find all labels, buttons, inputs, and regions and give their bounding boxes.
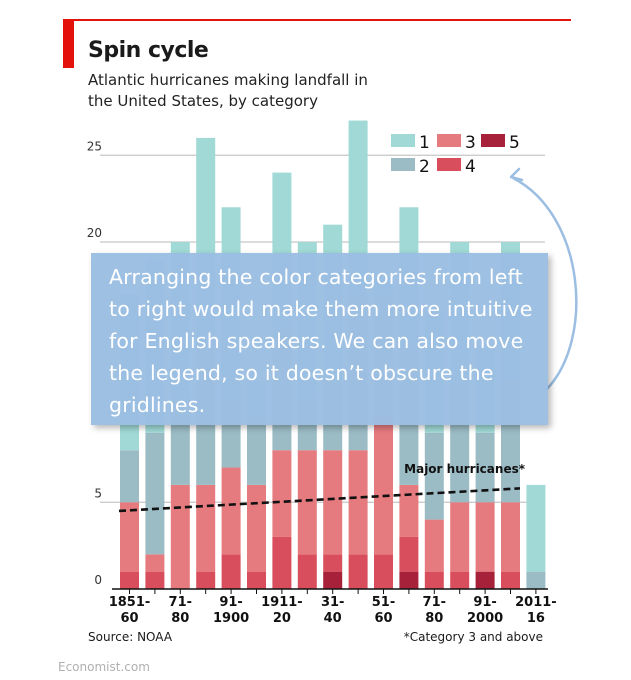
trendline: Major hurricanes* <box>118 462 526 513</box>
bar-segment <box>221 554 241 589</box>
bar-segment <box>247 484 266 572</box>
bar-segment <box>196 571 216 589</box>
bar-segment <box>221 467 241 555</box>
bar-segment <box>247 415 266 485</box>
trendline-label: Major hurricanes* <box>404 462 526 476</box>
bar-segment <box>475 432 495 503</box>
x-tick-label: 51- <box>372 595 396 610</box>
trend-line <box>118 487 521 513</box>
x-tick-label: 80 <box>425 611 443 626</box>
source-note: Source: NOAA <box>88 630 173 644</box>
annotation-callout: Arranging the color categories from left… <box>91 253 548 425</box>
bar-segment <box>526 571 546 589</box>
legend-swatch <box>481 134 505 147</box>
bar-segment <box>145 432 165 555</box>
bar-segment <box>297 554 317 589</box>
y-tick-label: 0 <box>94 573 102 587</box>
bar-segment <box>450 571 470 589</box>
bar-segment <box>424 571 444 589</box>
x-tick-label: 91- <box>219 595 243 610</box>
x-tick-label: 31- <box>321 595 345 610</box>
bar-segment <box>196 484 216 572</box>
bar-segment <box>348 450 368 555</box>
chart-subtitle: Atlantic hurricanes making landfall in t… <box>88 71 368 110</box>
bar-segment <box>247 571 266 589</box>
bar-segment <box>475 502 495 572</box>
legend-label: 3 <box>465 133 476 153</box>
accent-bar <box>63 19 74 68</box>
bar-segment <box>120 450 139 503</box>
x-tick-label: 40 <box>324 611 342 626</box>
arrow-head-icon <box>509 167 524 182</box>
chart-title: Spin cycle <box>88 38 209 63</box>
bar-segment <box>501 571 520 589</box>
bar-segment <box>145 571 165 589</box>
x-tick-label: 2011- <box>515 595 557 610</box>
legend-label: 4 <box>465 157 476 177</box>
x-tick-label: 60 <box>120 611 138 626</box>
legend-label: 2 <box>419 157 430 177</box>
bar-segment <box>170 484 190 589</box>
y-tick-label: 25 <box>87 139 102 153</box>
bar-segment <box>323 554 343 572</box>
bar-segment <box>297 450 317 555</box>
bar-segment <box>374 415 393 555</box>
bar-segment <box>501 502 520 572</box>
legend-label: 1 <box>419 133 430 153</box>
x-tick-label: 1900 <box>213 611 249 626</box>
x-tick-label: 71- <box>423 595 447 610</box>
y-tick-label: 20 <box>87 226 102 240</box>
x-tick-label: 60 <box>374 611 392 626</box>
footnote: *Category 3 and above <box>403 630 543 644</box>
x-tick-label: 1851- <box>109 595 151 610</box>
top-rule <box>74 19 571 21</box>
curved-arrow <box>512 176 578 391</box>
x-tick-label: 2000 <box>467 611 503 626</box>
x-axis: 1851-6071-8091-19001911-2031-4051-6071-8… <box>109 588 557 626</box>
legend-label: 5 <box>509 133 520 153</box>
x-tick-label: 1911- <box>261 595 303 610</box>
bar-segment <box>348 554 368 589</box>
x-tick-label: 16 <box>527 611 545 626</box>
bar-segment <box>323 450 343 555</box>
brand-label: Economist.com <box>58 660 150 674</box>
bar-segment <box>272 450 292 537</box>
bar-segment <box>120 571 139 589</box>
x-tick-label: 20 <box>273 611 291 626</box>
bar-segment <box>145 554 165 572</box>
bar-segment <box>424 519 444 572</box>
bar-segment <box>323 571 343 589</box>
bar-segment <box>348 120 368 295</box>
legend-swatch <box>391 158 415 171</box>
x-tick-label: 71- <box>169 595 193 610</box>
x-tick-label: 91- <box>473 595 497 610</box>
bar-segment <box>399 484 419 537</box>
bar-segment <box>399 536 419 572</box>
bar-segment <box>374 554 393 589</box>
bar-segment <box>120 502 139 572</box>
y-tick-label: 5 <box>94 486 102 500</box>
legend-swatch <box>437 158 461 171</box>
legend: 1 2 3 4 5 <box>391 133 520 177</box>
legend-swatch <box>437 134 461 147</box>
bar-segment <box>475 571 495 589</box>
bar-segment <box>399 571 419 589</box>
x-tick-label: 80 <box>171 611 189 626</box>
bar-segment <box>450 502 470 572</box>
legend-swatch <box>391 134 415 147</box>
bar-segment <box>272 536 292 589</box>
bar-segment <box>424 432 444 520</box>
bar-segment <box>526 484 546 572</box>
